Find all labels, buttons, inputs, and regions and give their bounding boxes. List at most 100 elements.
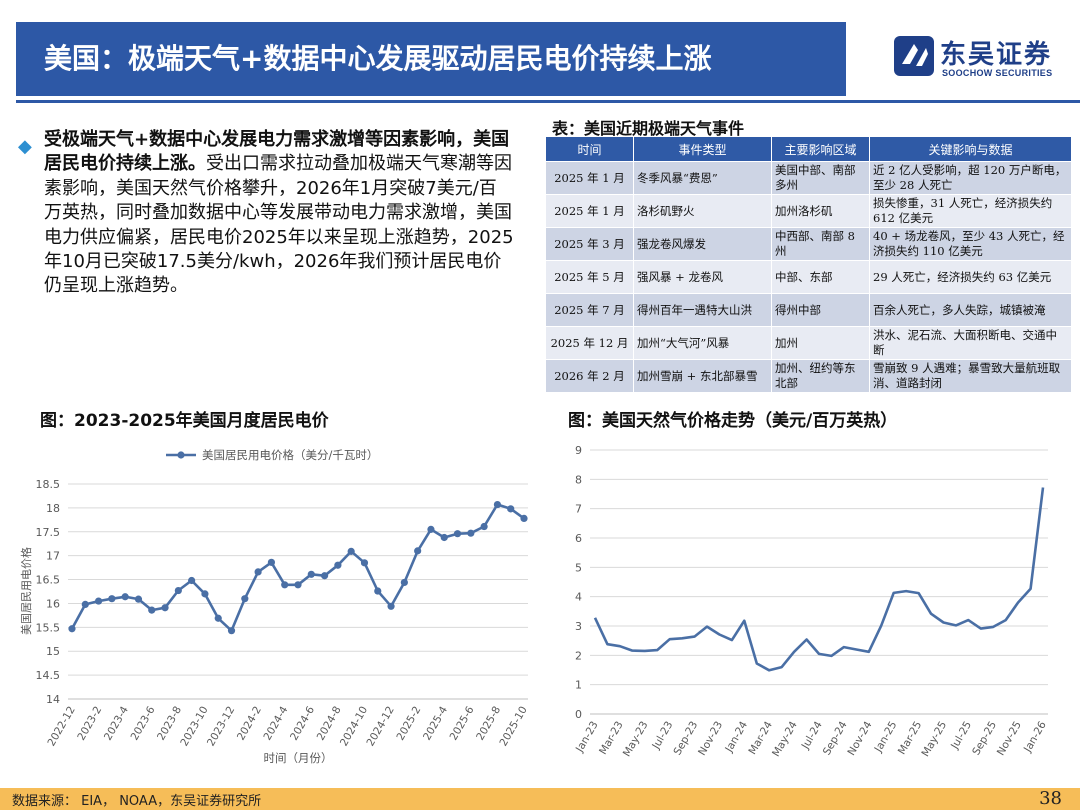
footer-source: 数据来源： EIA， NOAA，东吴证券研究所 [12, 794, 262, 809]
y-tick-label: 9 [575, 444, 582, 457]
data-point [94, 597, 103, 605]
events-table: 时间 事件类型 主要影响区域 关键影响与数据 2025 年 1 月冬季风暴“费恩… [545, 136, 1072, 393]
table-cell: 2026 年 2 月 [545, 359, 634, 393]
x-tick-label: Nov-25 [995, 719, 1024, 757]
table-cell: 2025 年 12 月 [545, 326, 634, 360]
data-point [108, 595, 116, 603]
y-tick-label: 17 [46, 550, 60, 563]
electricity-price-chart: 1414.51515.51616.51717.51818.52022-12202… [19, 448, 530, 765]
data-point [281, 581, 289, 589]
table-header: 事件类型 [633, 136, 772, 162]
y-tick-label: 5 [575, 561, 582, 574]
y-tick-label: 6 [575, 532, 582, 545]
table-cell: 2025 年 1 月 [545, 161, 634, 195]
y-tick-label: 18.5 [36, 478, 61, 491]
data-point [121, 593, 129, 601]
y-tick-label: 8 [575, 473, 582, 486]
soochow-logo-icon [894, 36, 934, 76]
data-point [400, 578, 408, 587]
x-tick-label: 2023-8 [155, 704, 184, 742]
legend-marker [177, 451, 185, 459]
y-tick-label: 14.5 [36, 669, 61, 682]
table-cell: 雪崩致 9 人遇难；暴雪致大量航班取消、道路封闭 [869, 359, 1072, 393]
table-row: 2026 年 2 月加州雪崩 + 东北部暴雪 加州、纽约等东北部 雪崩致 9 人遇难… [545, 359, 1072, 393]
table-cell: 中部、东部 [771, 260, 870, 294]
x-tick-label: 2025-2 [394, 704, 423, 742]
data-point [347, 547, 355, 555]
right-chart-title: 图：美国天然气价格走势（美元/百万英热） [568, 411, 898, 431]
x-tick-label: Nov-24 [845, 719, 874, 758]
data-point [68, 625, 76, 633]
table-row: 2025 年 5 月强风暴 + 龙卷风 中部、东部 29 人死亡，经济损失约 63 … [545, 260, 1072, 294]
diamond-bullet-icon: ◆ [18, 136, 32, 157]
table-cell: 2025 年 5 月 [545, 260, 634, 294]
table-title: 表：美国近期极端天气事件 [552, 119, 745, 138]
y-tick-label: 14 [46, 693, 60, 706]
table-cell: 冬季风暴“费恩” [633, 161, 772, 195]
data-point [227, 627, 236, 635]
data-point [453, 530, 462, 538]
data-point [507, 505, 515, 513]
table-cell: 得州中部 [771, 293, 870, 327]
table-header: 关键影响与数据 [869, 136, 1072, 162]
data-point [427, 525, 435, 533]
data-point [387, 602, 395, 610]
x-tick-label: Jul-25 [948, 719, 974, 752]
x-tick-label: 2023-2 [75, 704, 104, 742]
data-point [374, 587, 382, 595]
table-cell: 强龙卷风爆发 [633, 227, 772, 261]
table-row: 2025 年 3 月强龙卷风爆发 中西部、南部 8 州 40 + 场龙卷风，至少 4… [545, 227, 1072, 261]
y-axis-label: 美国居民用电价格 [19, 547, 33, 635]
x-tick-label: 2023-6 [129, 704, 158, 742]
x-tick-label: Jul-24 [799, 719, 825, 752]
x-tick-label: 2024-2 [235, 704, 264, 742]
logo-en-text: SOOCHOW SECURITIES [942, 68, 1053, 78]
left-chart-title: 图：2023-2025年美国月度居民电价 [40, 411, 329, 431]
table-cell: 加州洛杉矶 [771, 194, 870, 228]
table-row: 2025 年 1 月洛杉矶野火 加州洛杉矶 损失惨重，31 人死亡，经济损失约 61… [545, 194, 1072, 228]
page-number: 38 [1039, 788, 1062, 809]
data-point [214, 614, 222, 622]
y-tick-label: 2 [575, 649, 582, 662]
table-cell: 得州百年一遇特大山洪 [633, 293, 772, 327]
x-tick-label: 2022-12 [45, 704, 77, 748]
data-point [294, 581, 302, 589]
x-tick-label: 2025-8 [474, 704, 503, 742]
x-tick-label: 2024-8 [315, 704, 344, 742]
data-point [254, 568, 262, 576]
table-cell: 洪水、泥石流、大面积断电、交通中断 [869, 326, 1072, 360]
data-point [81, 600, 89, 608]
table-cell: 2025 年 3 月 [545, 227, 634, 261]
table-cell: 2025 年 7 月 [545, 293, 634, 327]
x-tick-label: Nov-23 [696, 719, 725, 757]
x-tick-label: 2023-4 [102, 704, 131, 742]
data-point [161, 604, 169, 612]
table-header: 主要影响区域 [771, 136, 870, 162]
data-point [174, 586, 182, 595]
table-row: 2025 年 12 月加州“大气河”风暴 加州 洪水、泥石流、大面积断电、交通中断 [545, 326, 1072, 360]
data-point [493, 500, 502, 509]
y-tick-label: 17.5 [36, 526, 61, 539]
table-cell: 加州、纽约等东北部 [771, 359, 870, 393]
data-point [480, 522, 488, 531]
y-tick-label: 15 [46, 645, 60, 658]
x-tick-label: May-24 [770, 719, 800, 759]
data-point [267, 558, 276, 566]
table-cell: 40 + 场龙卷风，至少 43 人死亡，经济损失约 110 亿美元 [869, 227, 1072, 261]
data-point [467, 529, 475, 537]
table-cell: 百余人死亡，多人失踪，城镇被淹 [869, 293, 1072, 327]
y-tick-label: 1 [575, 679, 582, 692]
x-tick-label: 2024-6 [288, 704, 317, 742]
table-cell: 中西部、南部 8 州 [771, 227, 870, 261]
table-header-row: 时间 事件类型 主要影响区域 关键影响与数据 [545, 136, 1072, 162]
footer-bar: 数据来源： EIA， NOAA，东吴证券研究所 38 [0, 788, 1080, 810]
y-tick-label: 4 [575, 591, 582, 604]
table-cell: 近 2 亿人受影响，超 120 万户断电，至少 28 人死亡 [869, 161, 1072, 195]
data-point [334, 561, 342, 569]
page-title: 美国：极端天气+数据中心发展驱动居民电价持续上涨 [44, 42, 712, 75]
table-cell: 29 人死亡，经济损失约 63 亿美元 [869, 260, 1072, 294]
y-tick-label: 16 [46, 597, 60, 610]
data-point [201, 590, 209, 598]
table-cell: 洛杉矶野火 [633, 194, 772, 228]
